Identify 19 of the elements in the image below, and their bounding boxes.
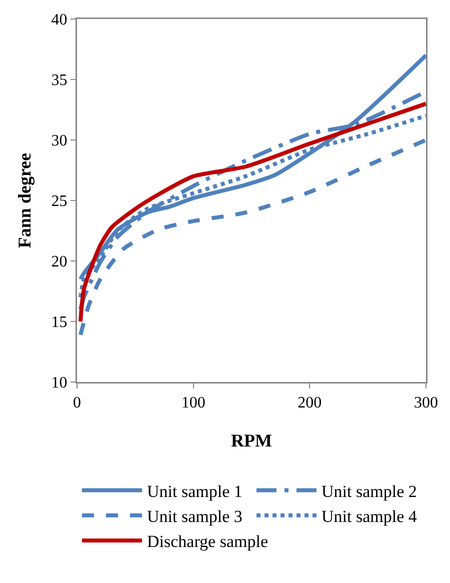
x-tick-label: 200	[298, 394, 322, 412]
y-axis-title: Fann degree	[14, 152, 34, 248]
legend-label: Unit sample 2	[322, 482, 417, 501]
y-tick-label: 35	[51, 72, 68, 90]
y-tick-label: 10	[51, 374, 68, 392]
legend-label: Unit sample 3	[147, 507, 242, 526]
x-axis-title: RPM	[231, 430, 272, 450]
x-tick-label: 300	[414, 394, 438, 412]
x-tick-label: 0	[73, 394, 81, 412]
y-tick-label: 15	[51, 314, 68, 332]
x-tick-label: 100	[181, 394, 206, 412]
y-tick-label: 20	[51, 254, 68, 271]
line-series	[78, 138, 426, 337]
y-tick-label: 25	[51, 193, 68, 210]
legend-label: Discharge sample	[147, 532, 268, 552]
y-tick-label: 40	[51, 12, 68, 29]
legend-label: Unit sample 1	[147, 482, 242, 501]
y-tick-label: 30	[51, 132, 68, 150]
legend-label: Unit sample 4	[322, 507, 418, 526]
